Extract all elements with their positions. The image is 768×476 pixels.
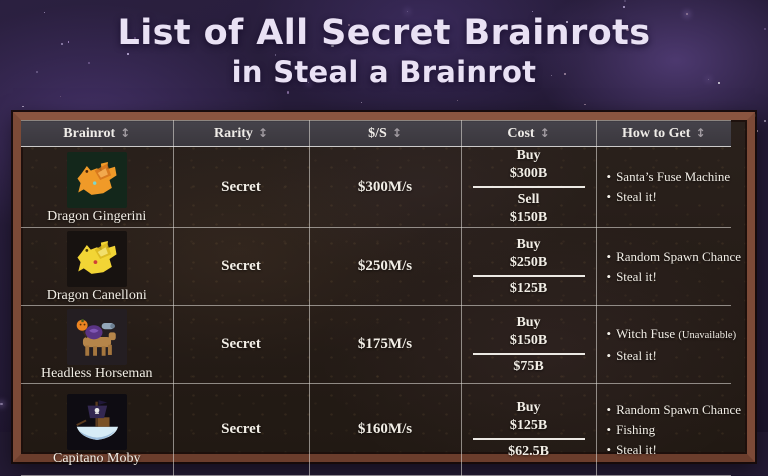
page-title-line1: List of All Secret Brainrots [117, 13, 651, 53]
cost-cell: Buy $300B Sell $150B [460, 146, 597, 228]
how-to-get-item: • Steal it! [606, 441, 657, 457]
cost-divider [472, 186, 585, 188]
buy-price: $125B [509, 417, 548, 433]
buy-label: Buy [516, 314, 541, 330]
how-to-get-item: • Witch Fuse (Unavailable) [606, 325, 737, 341]
table-row: Dragon Gingerini Secret $300M/s Buy $300… [21, 146, 731, 228]
buy-label: Buy [516, 236, 541, 252]
how-to-get-cell: • Random Spawn Chance • Steal it! [595, 227, 741, 306]
column-header-rarity[interactable]: Rarity ↕ [172, 120, 310, 147]
rarity-cell: Secret [172, 227, 310, 306]
how-to-get-item: • Santa’s Fuse Machine [606, 169, 731, 184]
sell-price: $62.5B [508, 443, 549, 459]
income-cell: $175M/s [308, 305, 462, 384]
dragon-gingerini-icon [66, 151, 127, 208]
brainrot-cell: Headless Horseman [21, 305, 174, 384]
buy-price: $300B [509, 166, 548, 181]
dragon-canelloni-icon [66, 231, 127, 287]
cost-cell: Buy $125B $62.5B [460, 383, 597, 476]
sell-price: $125B [509, 280, 548, 296]
sort-icon: ↕ [120, 125, 131, 140]
brainrot-cell: Dragon Gingerini [21, 146, 174, 228]
brainrot-name: Capitano Moby [53, 451, 141, 466]
table-frame: Brainrot ↕ Rarity ↕ $/S ↕ Cost ↕ How to Get ↕ [13, 112, 755, 476]
rarity-cell: Secret [172, 383, 310, 476]
page-title: List of All Secret Brainrots in Steal a … [0, 14, 768, 89]
cost-divider [472, 274, 585, 277]
column-header-brainrot[interactable]: Brainrot ↕ [21, 120, 174, 147]
buy-price: $150B [509, 332, 548, 348]
table-row: Capitano Moby Secret $160M/s Buy $125B $… [21, 383, 741, 476]
how-to-get-cell: • Witch Fuse (Unavailable) • Steal it! [595, 305, 737, 384]
brainrot-name: Dragon Canelloni [46, 288, 147, 303]
brainrot-name: Dragon Gingerini [47, 208, 147, 224]
sort-icon: ↕ [391, 125, 402, 140]
brainrot-name: Headless Horseman [40, 366, 153, 381]
column-header-income[interactable]: $/S ↕ [308, 120, 462, 147]
cost-cell: Buy $250B $125B [460, 227, 597, 306]
unavailable-note: (Unavailable) [678, 329, 737, 341]
sell-price: $75B [513, 358, 544, 374]
column-header-cost[interactable]: Cost ↕ [460, 120, 597, 147]
buy-label: Buy [516, 399, 541, 415]
income-cell: $160M/s [308, 383, 462, 476]
how-to-get-item: • Steal it! [606, 189, 657, 204]
cost-cell: Buy $150B $75B [460, 305, 597, 384]
cost-divider [472, 437, 585, 440]
how-to-get-item: • Steal it! [606, 347, 657, 363]
buy-price: $250B [509, 254, 548, 270]
table-header-row: Brainrot ↕ Rarity ↕ $/S ↕ Cost ↕ How to Get ↕ [21, 120, 731, 147]
brainrot-table: Brainrot ↕ Rarity ↕ $/S ↕ Cost ↕ How to Get ↕ [21, 120, 741, 476]
sort-icon: ↕ [257, 125, 268, 140]
how-to-get-item: • Steal it! [606, 268, 657, 284]
income-cell: $250M/s [308, 227, 462, 306]
how-to-get-item: • Random Spawn Chance [606, 248, 741, 264]
income-cell: $300M/s [308, 146, 462, 228]
headless-horseman-icon [66, 309, 127, 365]
table-row: Dragon Canelloni Secret $250M/s Buy $250… [21, 227, 741, 306]
rarity-cell: Secret [172, 305, 310, 384]
sort-icon: ↕ [539, 125, 550, 140]
how-to-get-cell: • Random Spawn Chance • Fishing • Steal it! [595, 383, 741, 476]
cost-divider [472, 352, 585, 355]
column-header-how-to-get[interactable]: How to Get ↕ [595, 120, 731, 147]
how-to-get-cell: • Santa’s Fuse Machine • Steal it! [595, 146, 731, 228]
rarity-cell: Secret [172, 146, 310, 228]
sell-label: Sell [517, 192, 540, 207]
table-row: Headless Horseman Secret $175M/s Buy $15… [21, 305, 737, 384]
sort-icon: ↕ [695, 125, 706, 140]
brainrot-cell: Capitano Moby [21, 383, 174, 476]
buy-label: Buy [516, 148, 541, 163]
how-to-get-item: • Random Spawn Chance [606, 401, 741, 417]
page-title-line2: in Steal a Brainrot [231, 54, 537, 89]
sell-price: $150B [509, 210, 548, 225]
how-to-get-item: • Fishing [606, 421, 656, 437]
brainrot-cell: Dragon Canelloni [21, 227, 174, 306]
capitano-moby-icon [66, 394, 127, 450]
